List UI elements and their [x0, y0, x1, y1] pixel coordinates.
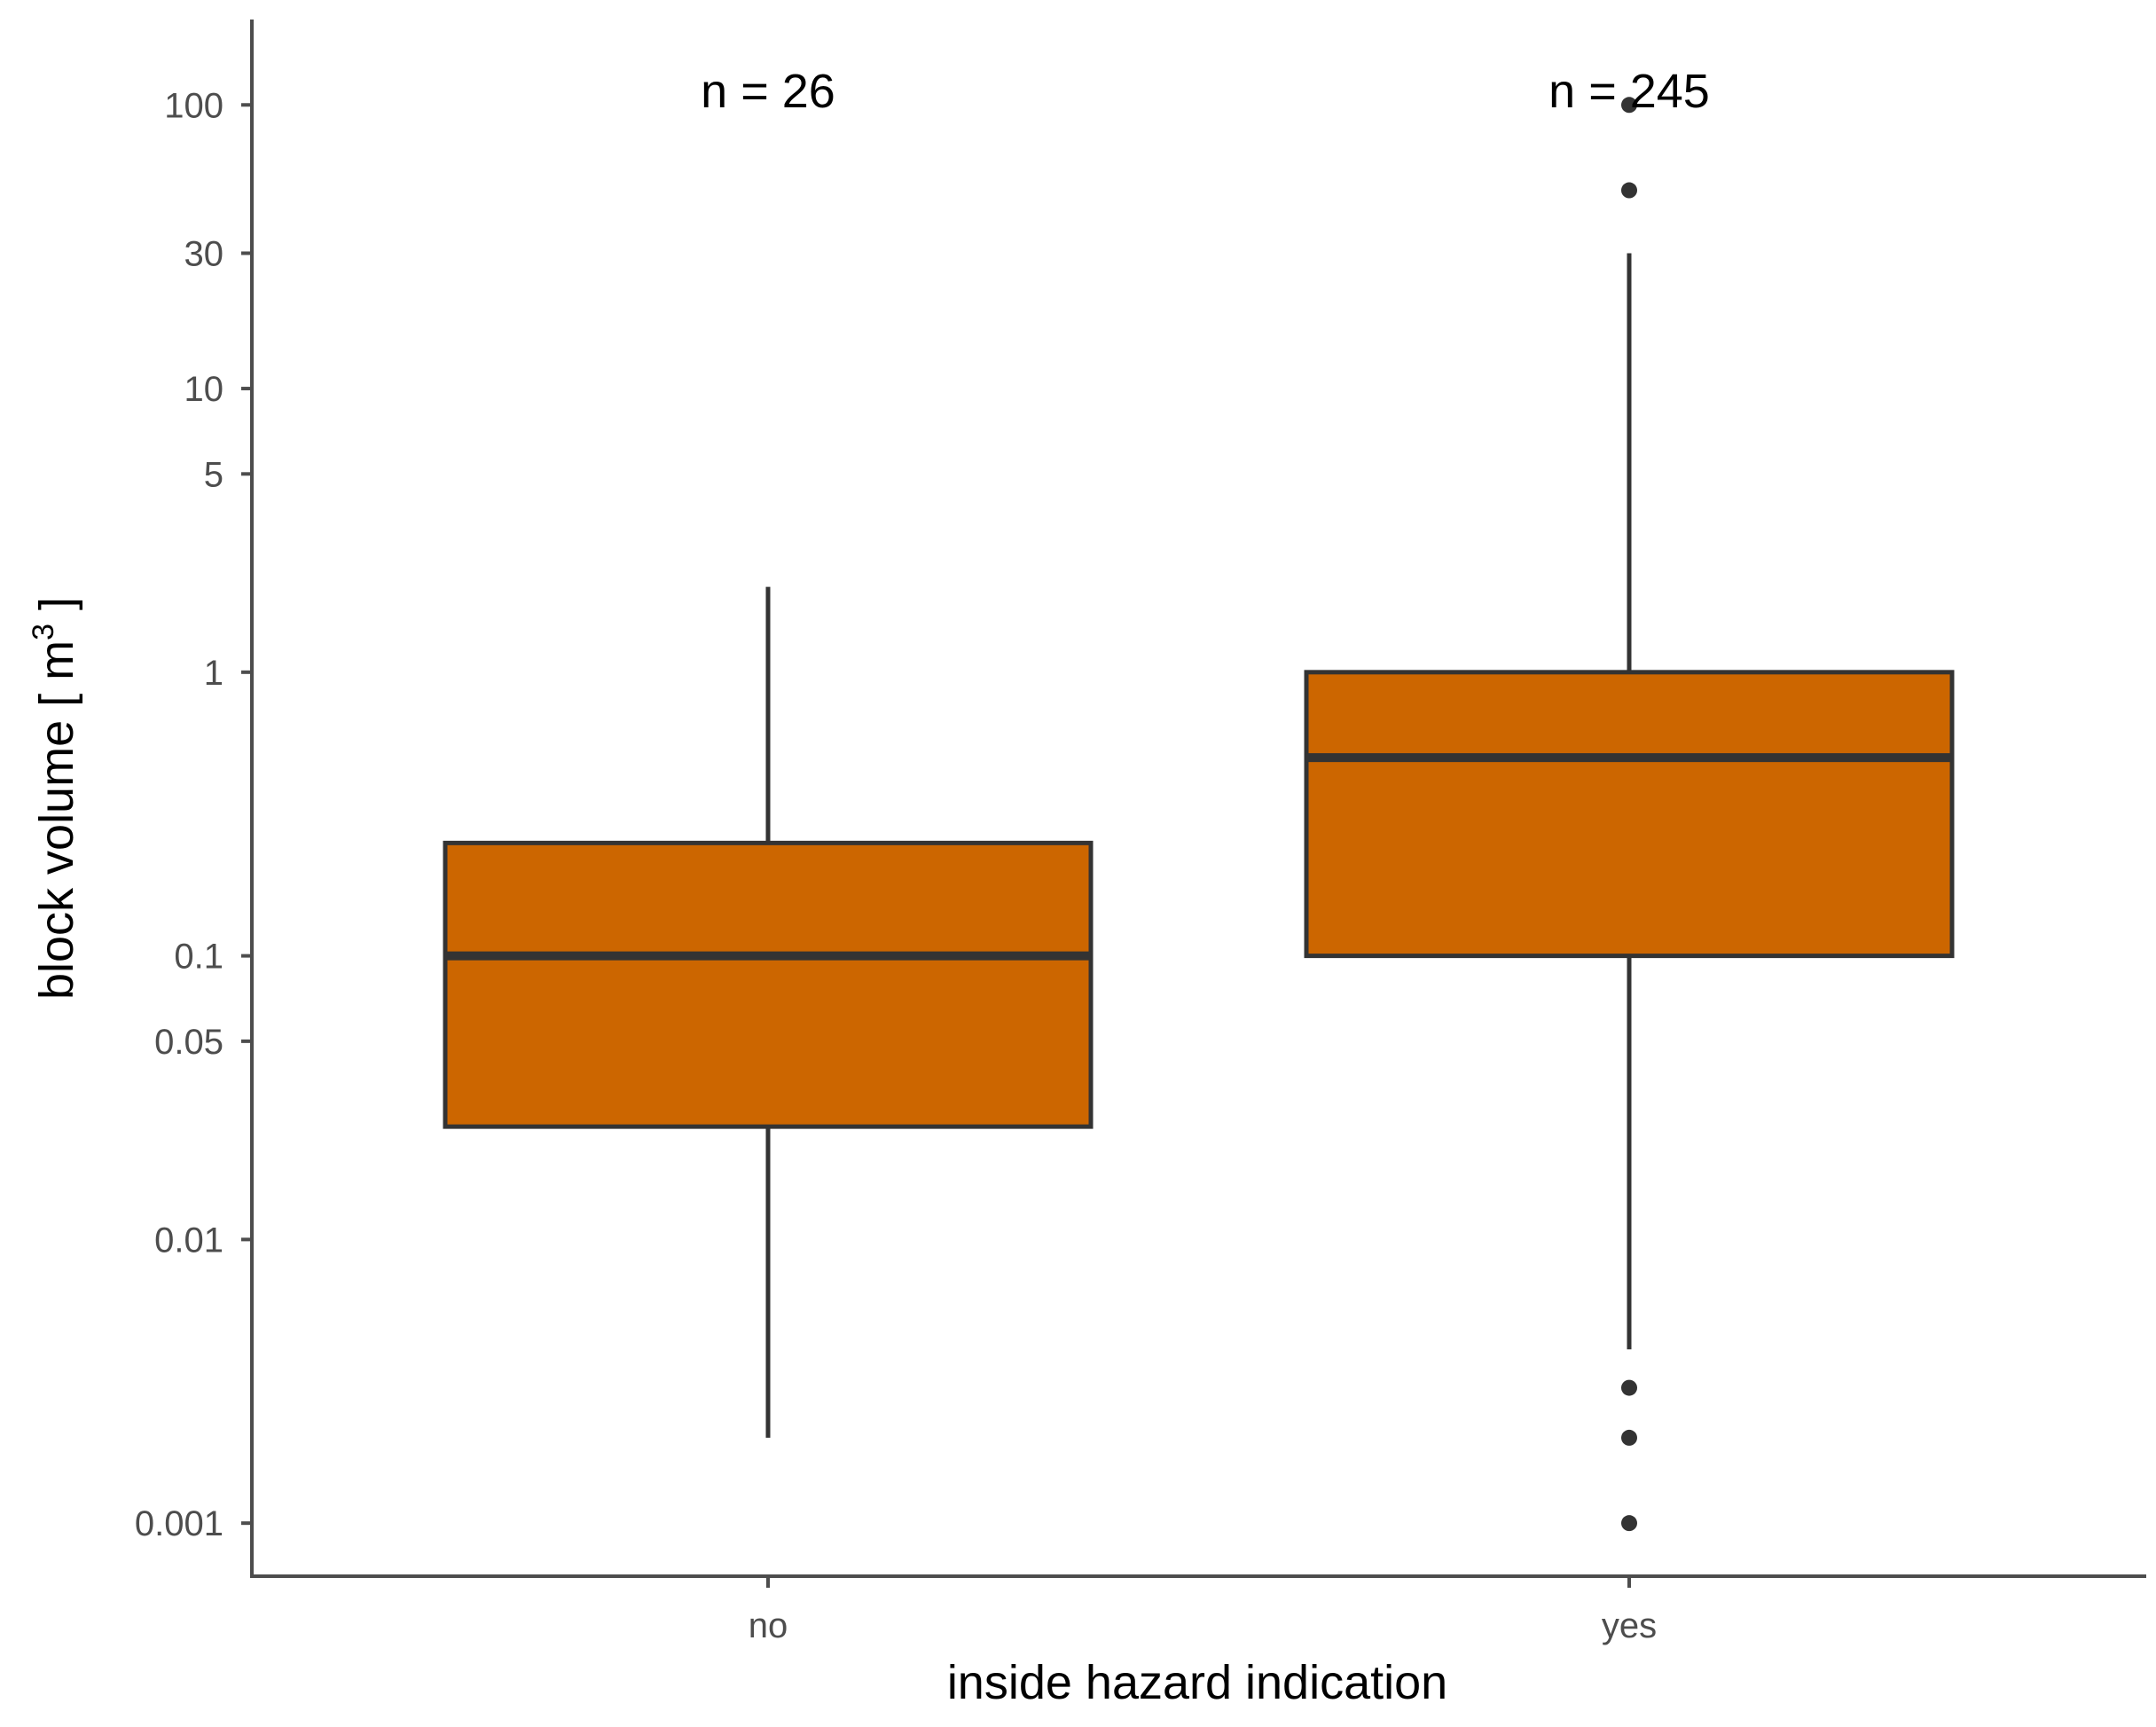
y-axis-title-end: ] [30, 597, 83, 624]
sample-size-label: n = 26 [701, 65, 835, 118]
y-tick-label: 5 [204, 455, 223, 494]
y-tick-label: 100 [164, 86, 223, 125]
y-tick-label: 0.05 [154, 1023, 223, 1062]
iqr-box [1304, 670, 1955, 959]
y-ticks: 0.001 0.01 0.05 0.1 1 5 10 30 100 [135, 86, 252, 1543]
y-axis-title-main: block volume [ m [30, 640, 83, 1000]
y-tick-label: 30 [184, 234, 224, 273]
x-axis-title: inside hazard indication [947, 1656, 1447, 1709]
y-tick-label: 0.001 [135, 1504, 223, 1543]
sample-size-label: n = 245 [1548, 65, 1710, 118]
outlier-point [1621, 1515, 1637, 1532]
x-tick-label: no [749, 1606, 788, 1645]
plot-area: n = 26 n = 245 [443, 65, 1955, 1532]
axes [250, 20, 2146, 1578]
iqr-box [443, 840, 1094, 1129]
y-tick-label: 0.01 [154, 1221, 223, 1260]
box-group-yes: n = 245 [1304, 65, 1955, 1532]
outlier-point [1621, 182, 1637, 199]
y-tick-label: 10 [184, 370, 224, 409]
outlier-point [1621, 1429, 1637, 1446]
outlier-point [1621, 97, 1637, 114]
y-axis-title: block volume [ m3 ] [27, 597, 83, 1000]
y-tick-label: 1 [204, 654, 223, 693]
box-group-no: n = 26 [443, 65, 1094, 1438]
y-axis-title-superscript: 3 [27, 624, 60, 640]
outlier-point [1621, 1379, 1637, 1396]
y-tick-label: 0.1 [174, 938, 223, 977]
x-ticks: no yes [749, 1576, 1657, 1645]
x-tick-label: yes [1602, 1606, 1657, 1645]
